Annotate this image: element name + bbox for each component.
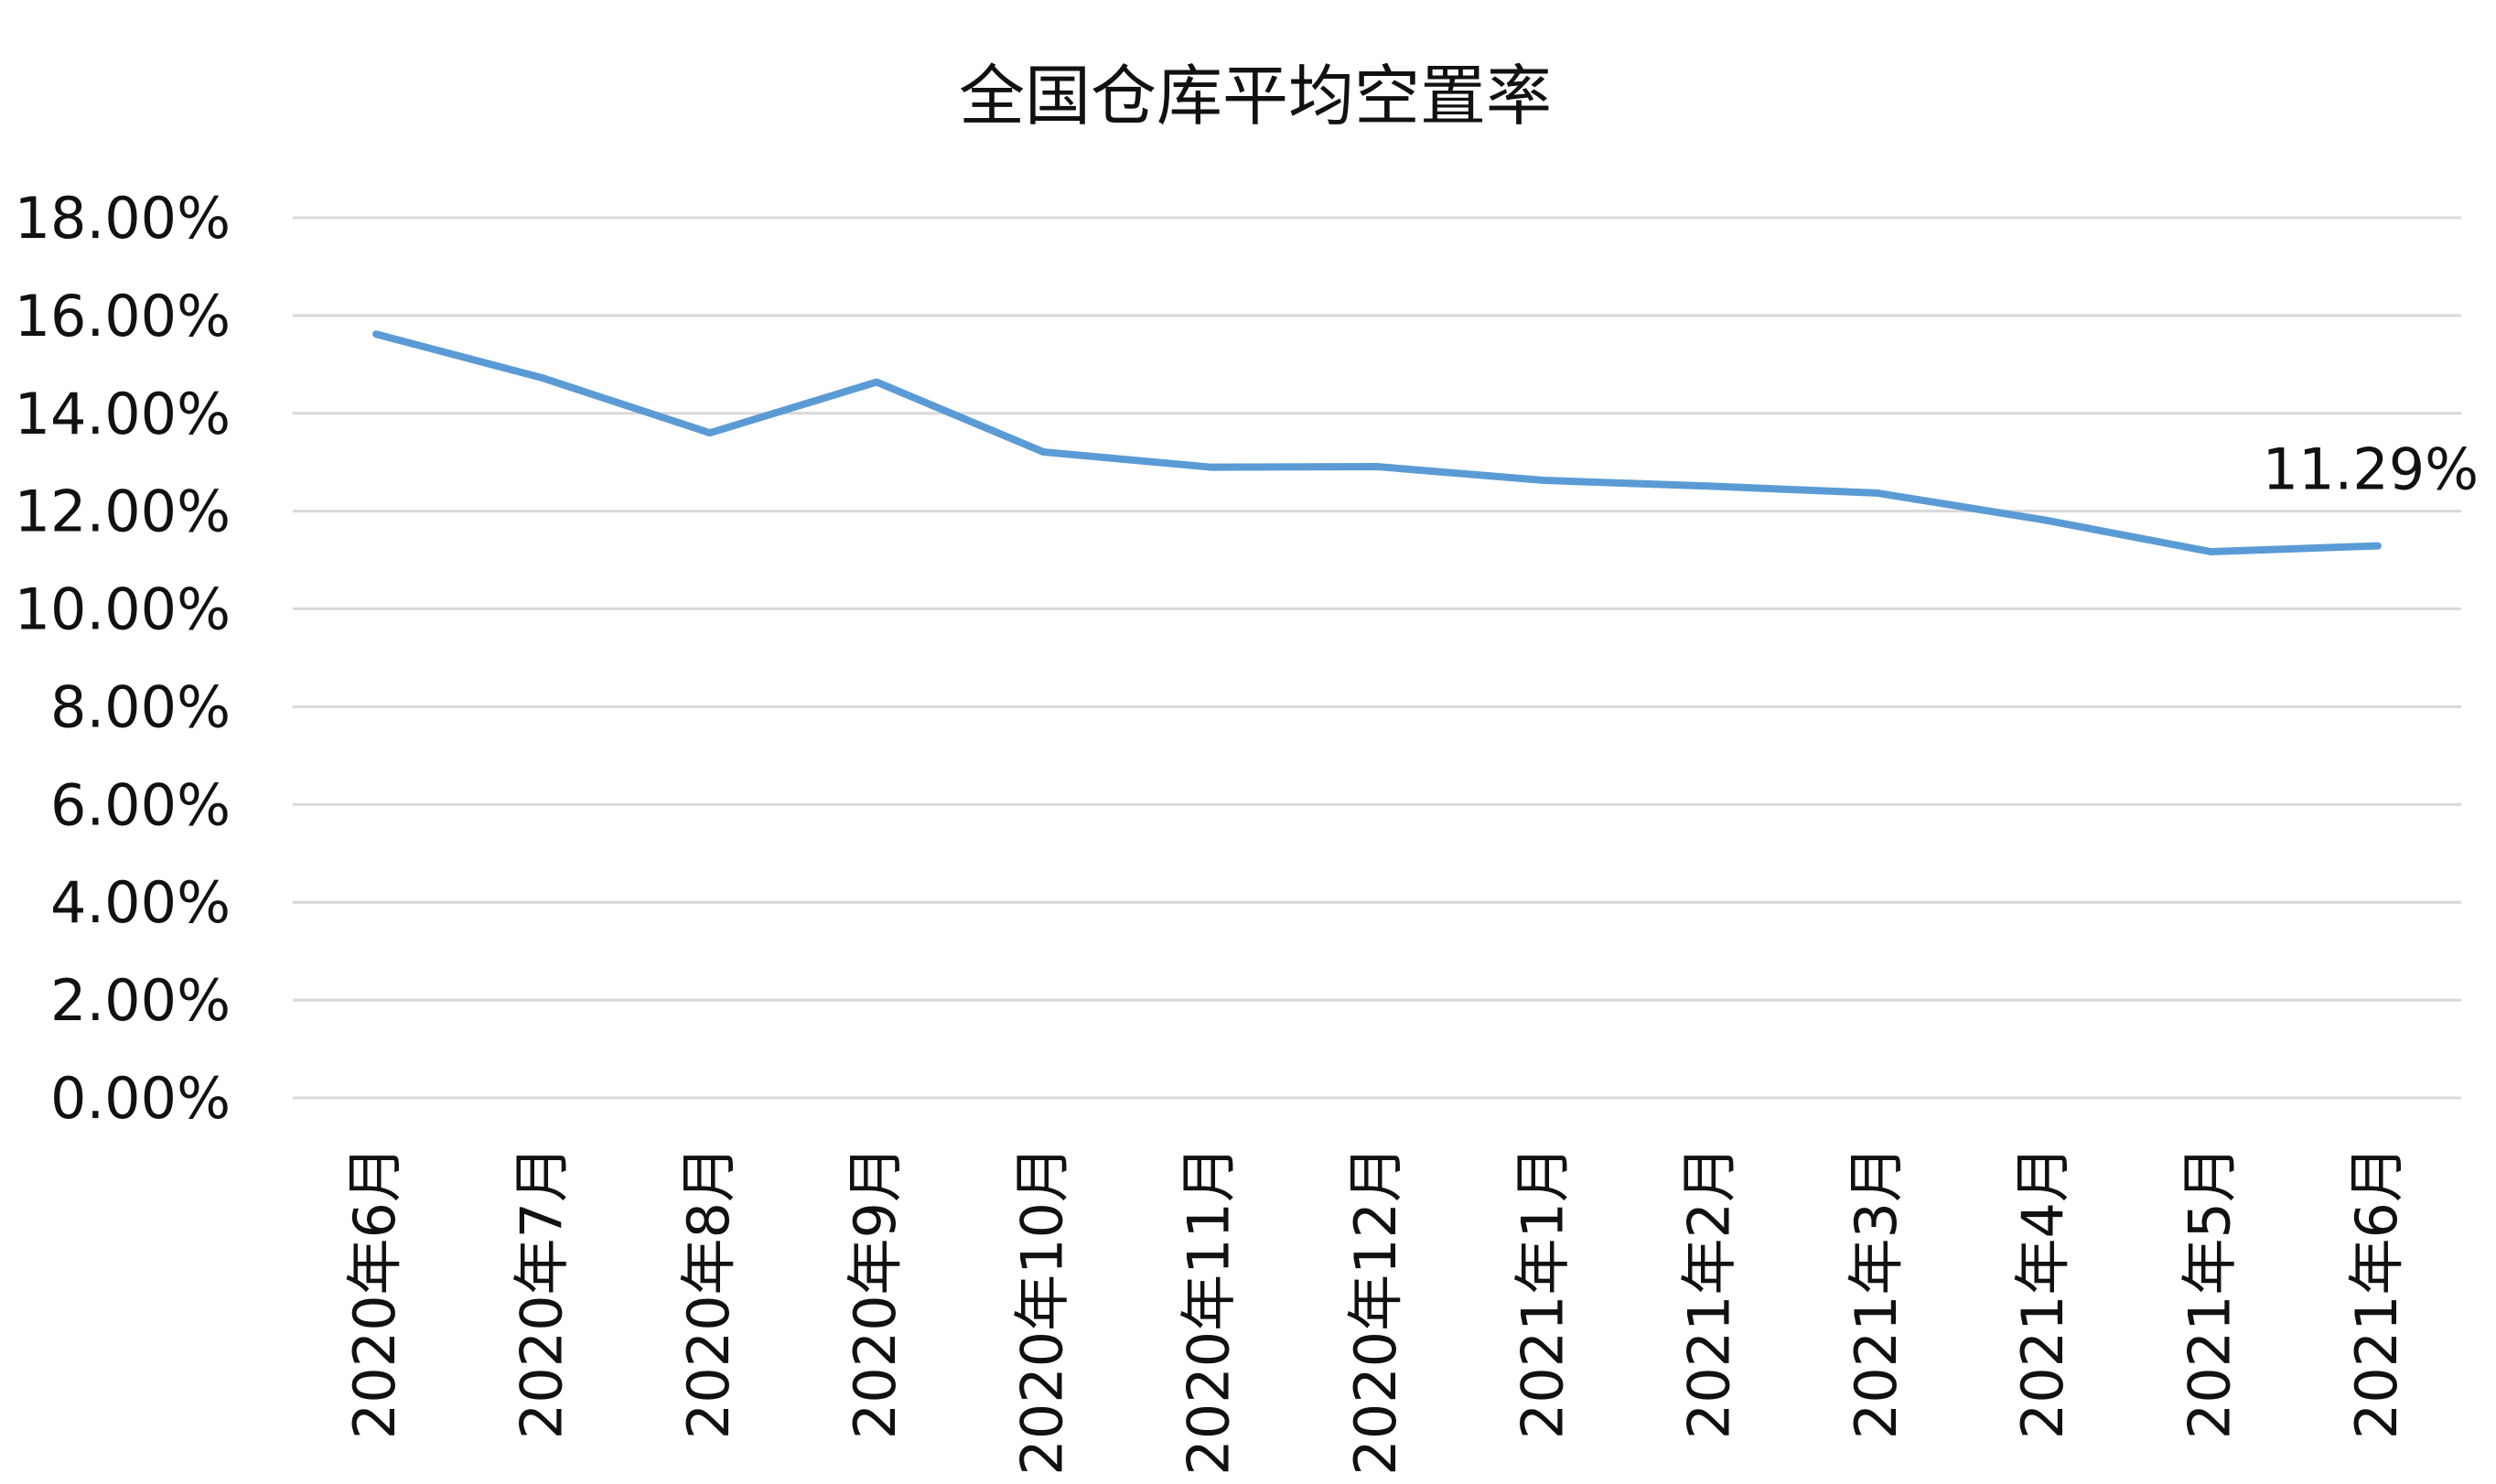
data-point — [869, 375, 884, 390]
data-point — [703, 425, 717, 440]
data-point — [1704, 479, 1718, 493]
x-tick-label: 2021年5月 — [2177, 1145, 2243, 1439]
y-tick-label: 0.00% — [50, 1065, 231, 1132]
data-labels: 11.29% — [2263, 436, 2479, 503]
data-point — [1036, 445, 1050, 459]
data-point — [1870, 486, 1885, 500]
chart-title: 全国仓库平均空置率 — [959, 58, 1552, 134]
x-tick-label: 2021年6月 — [2343, 1145, 2410, 1439]
data-point — [1370, 459, 1384, 474]
y-tick-label: 4.00% — [50, 869, 231, 936]
x-tick-label: 2021年4月 — [2009, 1145, 2076, 1439]
y-axis-ticks: 18.00% 16.00% 14.00% 12.00% 10.00% 8.00% 6.00%… — [15, 185, 231, 1132]
y-tick-label: 10.00% — [15, 576, 231, 643]
data-label: 11.29% — [2263, 436, 2479, 503]
x-axis-ticks: 2020年6月 2020年7月 2020年8月 2020年9月 2020年10月 2020… — [341, 1145, 2410, 1476]
x-tick-label: 2021年1月 — [1509, 1145, 1576, 1439]
x-tick-label: 2020年7月 — [508, 1145, 575, 1439]
x-tick-label: 2020年9月 — [842, 1145, 909, 1439]
data-point — [535, 371, 550, 385]
data-point — [2204, 544, 2219, 559]
x-tick-label: 2020年6月 — [341, 1145, 408, 1439]
x-tick-label: 2020年8月 — [675, 1145, 742, 1439]
x-tick-label: 2020年12月 — [1342, 1145, 1409, 1476]
y-tick-label: 8.00% — [50, 673, 231, 740]
y-tick-label: 18.00% — [15, 185, 231, 252]
x-tick-label: 2020年10月 — [1008, 1145, 1075, 1476]
y-tick-label: 14.00% — [15, 381, 231, 447]
x-tick-label: 2021年3月 — [1843, 1145, 1910, 1439]
y-tick-label: 16.00% — [15, 283, 231, 349]
series-layer — [369, 327, 2385, 559]
x-tick-label: 2021年2月 — [1676, 1145, 1743, 1439]
data-point — [1203, 460, 1218, 475]
grid-lines — [293, 216, 2461, 1100]
data-point — [369, 327, 383, 341]
data-point — [2371, 539, 2385, 554]
data-point — [1536, 473, 1551, 488]
x-tick-label: 2020年11月 — [1176, 1145, 1243, 1476]
series-line — [372, 330, 2382, 556]
y-tick-label: 2.00% — [50, 967, 231, 1034]
data-point — [2037, 512, 2051, 527]
y-tick-label: 12.00% — [15, 479, 231, 545]
y-tick-label: 6.00% — [50, 771, 231, 838]
